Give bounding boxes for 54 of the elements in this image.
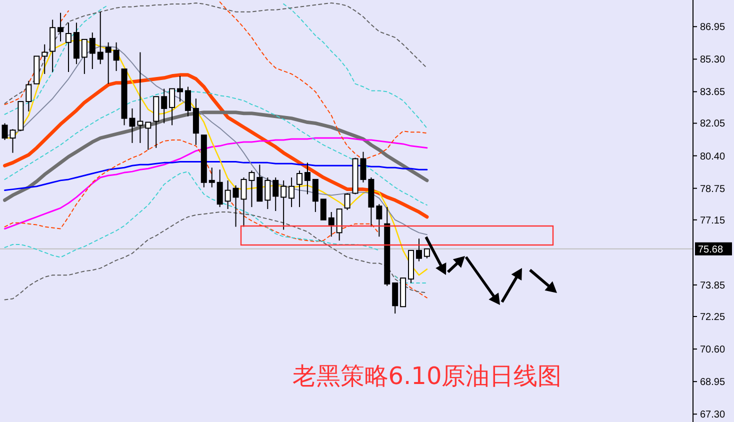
line-series: [4, 137, 428, 230]
candlestick: [58, 12, 64, 42]
candlestick: [169, 88, 176, 126]
ref-line-label: 75.68: [698, 244, 724, 256]
candlestick: [42, 44, 48, 74]
candlestick: [89, 32, 96, 70]
candlestick: [280, 180, 287, 230]
y-tick-label: 77.15: [700, 215, 726, 226]
candlestick: [26, 80, 32, 112]
text: 老黑策略6.10原油日线图: [292, 362, 562, 390]
candlestick: [216, 169, 223, 208]
y-tick-label: 78.75: [700, 184, 726, 195]
candlestick: [304, 162, 310, 195]
candlestick: [272, 176, 279, 212]
candlestick: [50, 19, 56, 72]
y-tick-label: 82.05: [700, 118, 726, 130]
candlestick: [145, 122, 152, 150]
y-tick-label: 68.95: [700, 377, 726, 388]
candlestick: [105, 42, 112, 84]
candlestick: [296, 170, 303, 208]
line-series: [3, 73, 429, 219]
y-tick-label: 80.40: [700, 151, 726, 162]
candlestick: [416, 238, 422, 262]
candlestick: [177, 75, 184, 102]
candlestick: [376, 204, 382, 238]
candlestick: [137, 52, 144, 144]
candlestick: [81, 38, 88, 74]
candlestick: [392, 282, 398, 314]
candlestick: [336, 208, 342, 242]
candlestick: [224, 180, 231, 210]
line-series: [4, 2, 428, 104]
y-tick-label: 73.85: [700, 280, 726, 292]
candlestick: [248, 170, 255, 208]
y-tick-label: 83.65: [700, 87, 726, 98]
candlestick: [113, 42, 120, 72]
candlestick: [97, 11, 104, 65]
y-tick-label: 72.25: [700, 312, 726, 323]
y-tick-label: 85.30: [700, 54, 726, 66]
candlestick: [208, 167, 215, 188]
candlestick: [184, 86, 191, 117]
line-series: [3, 110, 429, 202]
y-tick-label: 67.30: [700, 410, 726, 421]
candlestick: [328, 211, 334, 238]
candlestick: [312, 178, 318, 212]
line-series: [4, 211, 428, 300]
y-tick-label: 86.95: [700, 22, 726, 34]
candlestick: [256, 164, 263, 202]
candlestick: [344, 192, 350, 211]
y-tick-label: 70.60: [700, 344, 726, 356]
candlestick: [320, 198, 326, 220]
candlestick: [66, 22, 72, 72]
candlestick: [161, 88, 168, 124]
candlestick: [288, 176, 295, 208]
candlestick: [264, 176, 271, 210]
